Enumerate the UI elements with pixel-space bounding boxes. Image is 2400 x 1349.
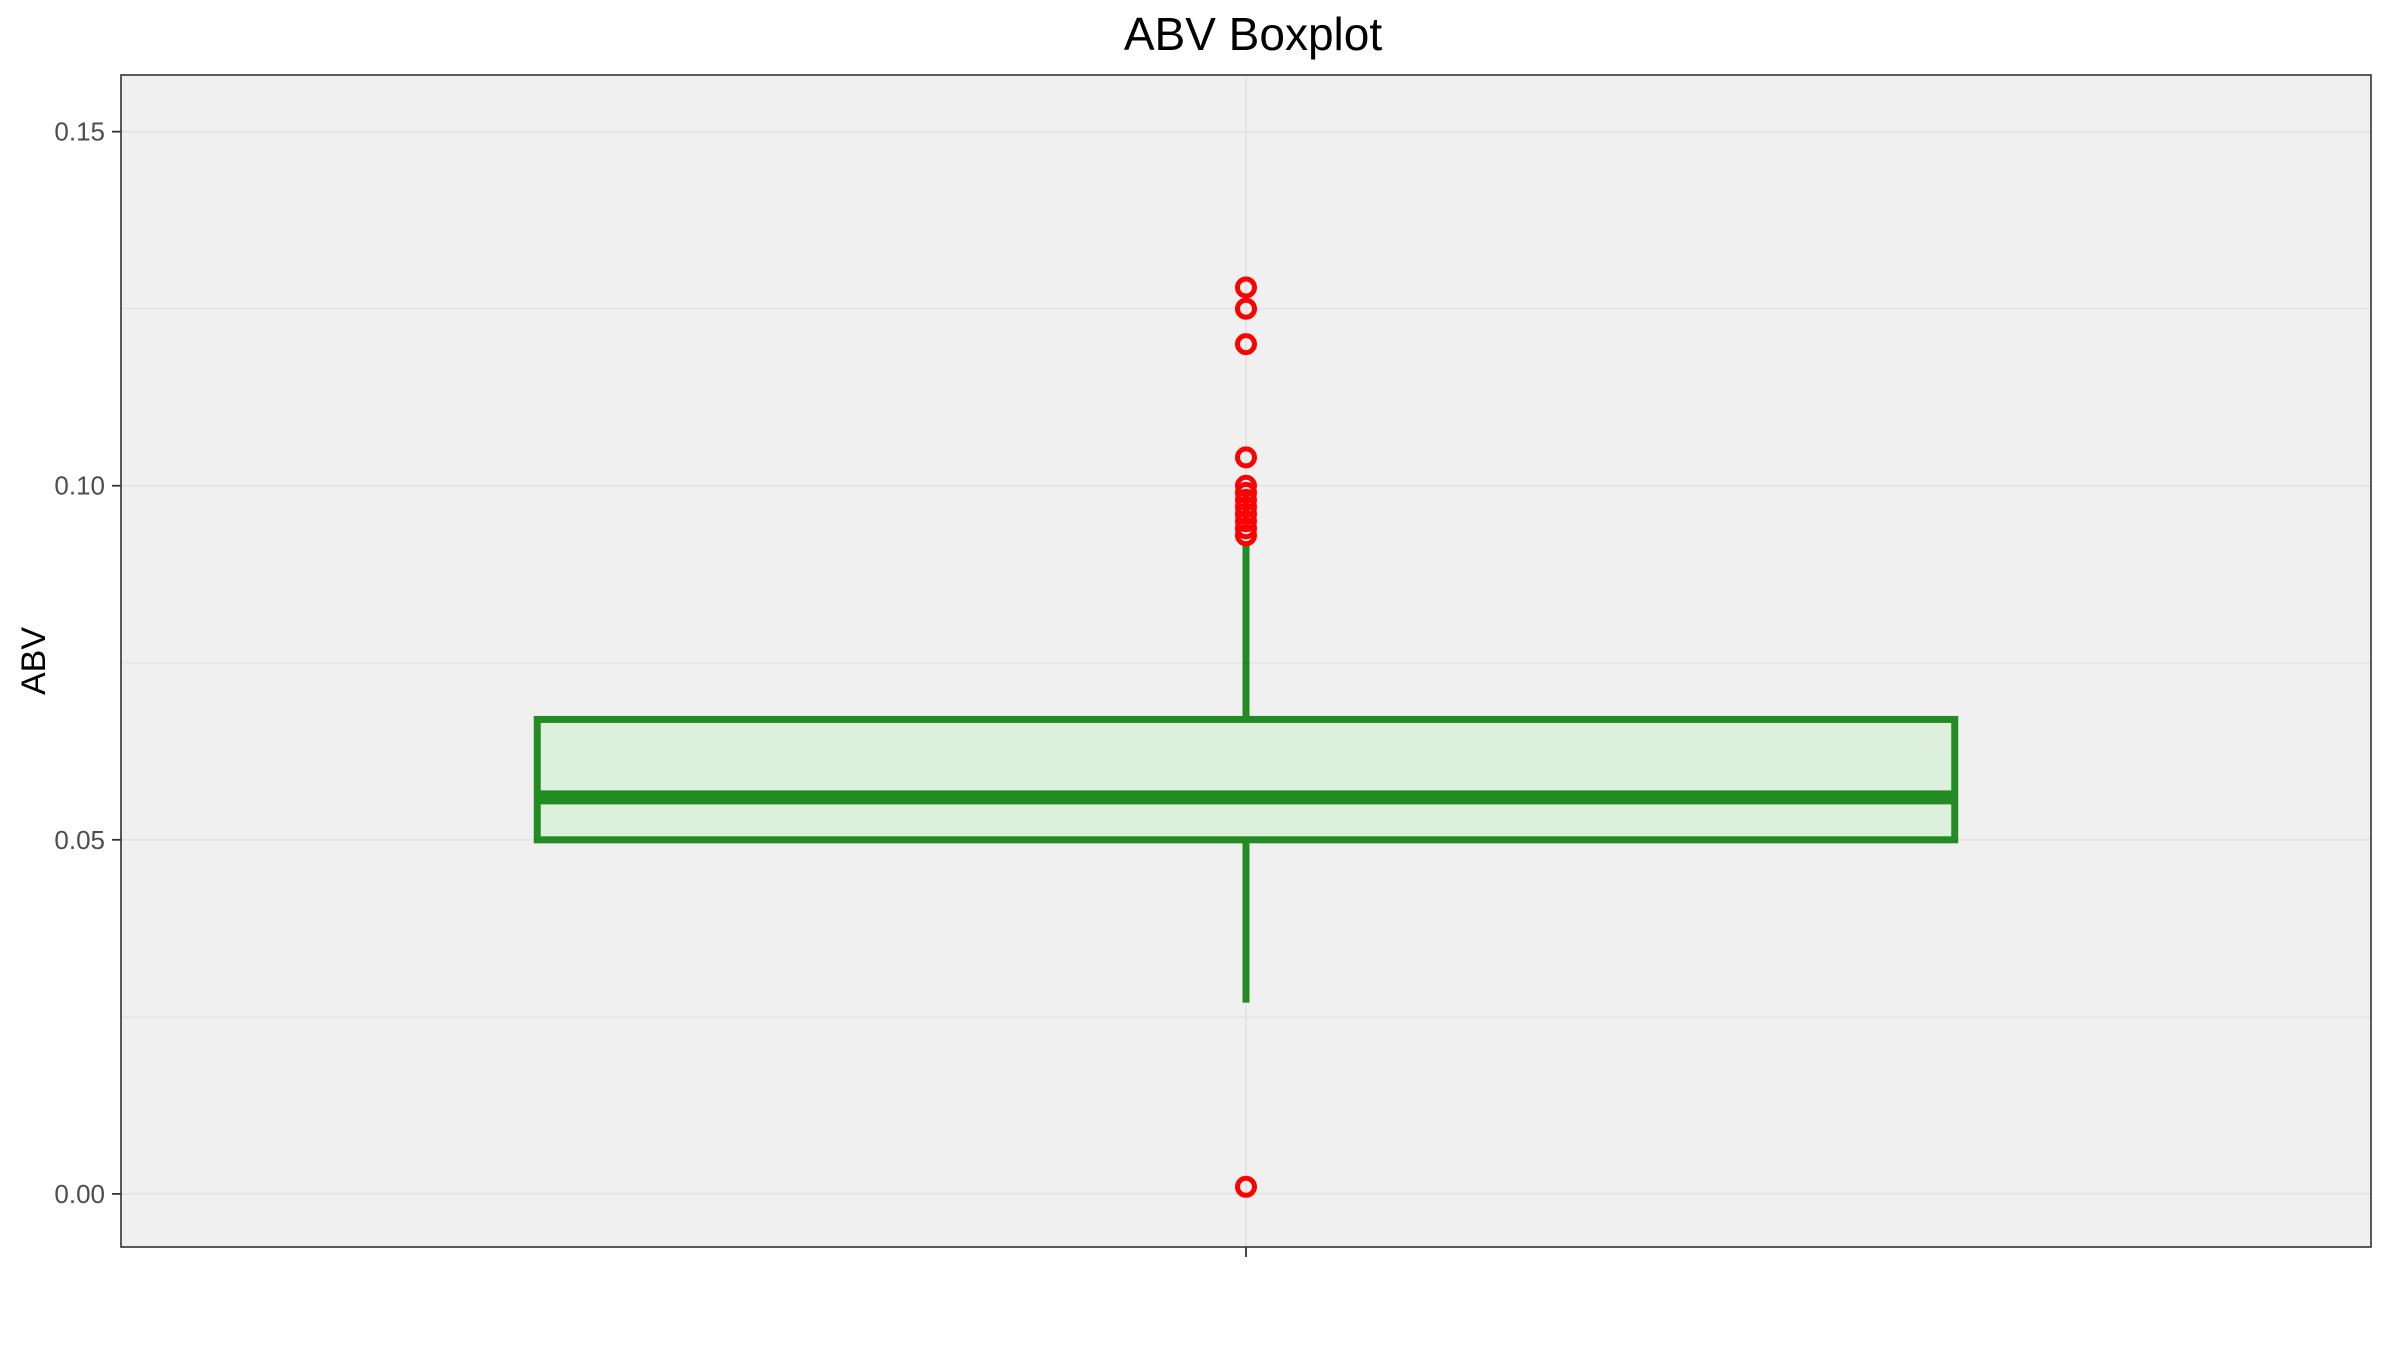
outlier-point <box>1235 297 1257 320</box>
axes: 0.00 0.05 0.10 0.15 <box>54 117 1247 1257</box>
outlier-point <box>1235 517 1257 540</box>
outlier-point <box>1235 495 1257 518</box>
outlier-point <box>1235 488 1257 511</box>
y-tick-label: 0.00 <box>54 1179 105 1209</box>
iqr-box <box>533 715 1959 844</box>
outlier-point <box>1235 446 1257 469</box>
y-axis-label: ABV <box>15 627 53 695</box>
outlier-point <box>1235 510 1257 533</box>
y-tick-label: 0.10 <box>54 471 105 501</box>
chart-title: ABV Boxplot <box>1124 8 1382 60</box>
outlier-point <box>1235 276 1257 299</box>
outliers <box>1235 276 1257 1198</box>
y-tick-label: 0.05 <box>54 825 105 855</box>
outlier-point <box>1235 481 1257 504</box>
outlier-point <box>1235 503 1257 526</box>
y-tick-label: 0.15 <box>54 117 105 147</box>
outlier-point <box>1235 1175 1257 1198</box>
outlier-point <box>1235 333 1257 356</box>
box-layer <box>533 542 1959 1003</box>
outlier-point <box>1235 524 1257 547</box>
outlier-point <box>1235 474 1257 497</box>
